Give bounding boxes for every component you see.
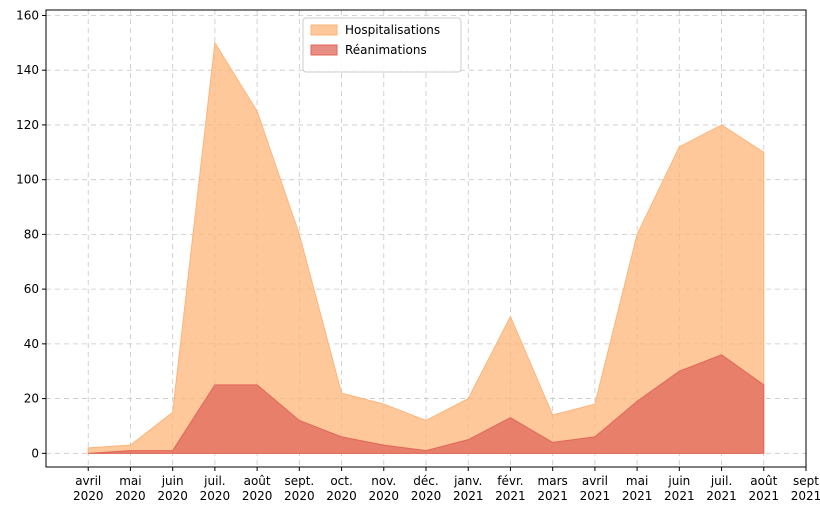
y-tick-label: 40 [24,337,39,351]
x-tick-label: mars 2021 [537,474,568,503]
x-tick-label: juil. 2020 [200,474,231,503]
area [87,41,765,454]
y-tick-label: 120 [16,118,39,132]
x-tick-label: août 2021 [749,474,780,503]
x-tick-label: juin 2020 [157,474,188,503]
legend-label: Réanimations [345,43,427,57]
x-tick-label: sept 2021 [791,474,820,503]
legend-label: Hospitalisations [345,23,440,37]
x-tick-label: juil. 2021 [706,474,737,503]
legend: Hospitalisations Réanimations [302,17,462,73]
legend-swatch [310,44,338,56]
y-tick-label: 20 [24,392,39,406]
x-tick-label: août 2020 [242,474,273,503]
y-tick-label: 0 [31,446,39,460]
x-tick-label: mai 2021 [622,474,653,503]
y-tick-label: 80 [24,227,39,241]
x-tick-label: mai 2020 [115,474,146,503]
legend-swatch [310,24,338,36]
x-tick-label: nov. 2020 [369,474,400,503]
x-tick-label: déc. 2020 [411,474,442,503]
legend-box [302,17,462,73]
y-tick-label: 100 [16,173,39,187]
x-tick-label: oct. 2020 [326,474,357,503]
x-tick-label: juin 2021 [664,474,695,503]
x-tick-label: avril 2020 [73,474,104,503]
y-tick-label: 60 [24,282,39,296]
y-tick-label: 140 [16,63,39,77]
area [88,354,765,454]
x-tick-label: janv. 2021 [453,474,484,503]
x-tick-label: avril 2021 [580,474,611,503]
y-tick-label: 160 [16,8,39,22]
x-tick-label: févr. 2021 [495,474,526,503]
frame [45,9,807,468]
x-tick-label: sept. 2020 [284,474,315,503]
